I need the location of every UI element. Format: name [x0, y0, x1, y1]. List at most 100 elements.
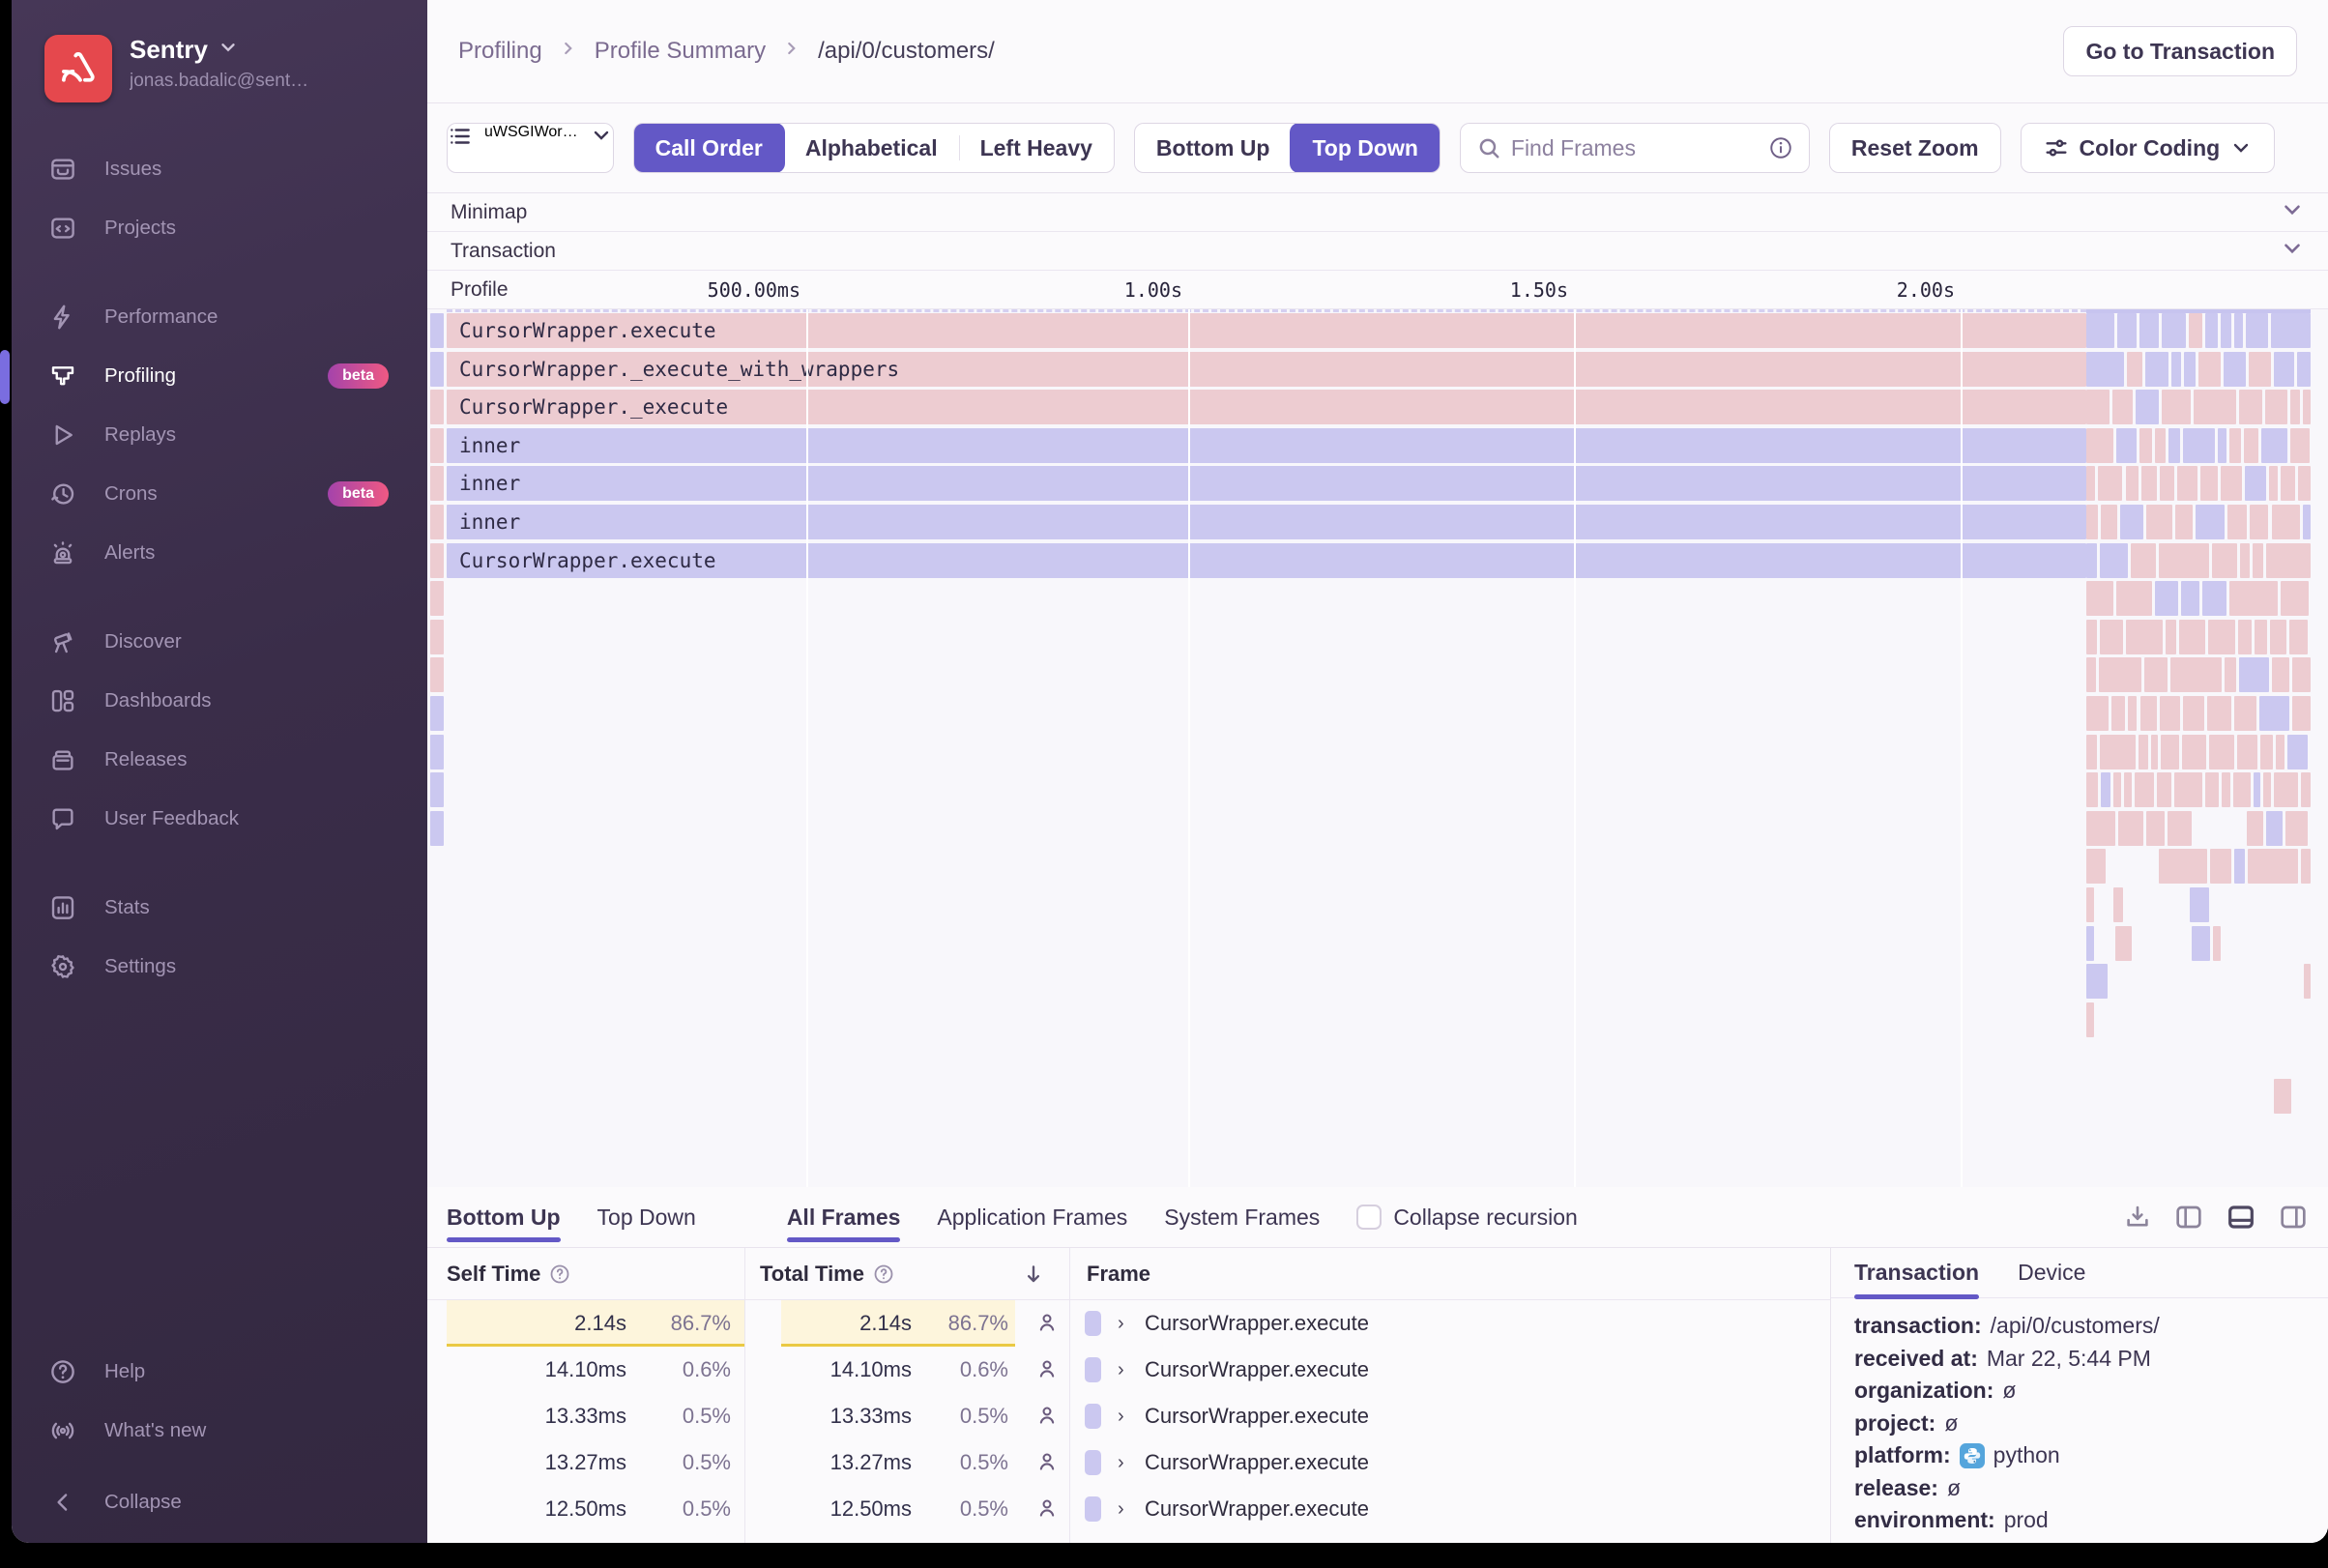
sidebar-item-alerts[interactable]: Alerts	[12, 523, 427, 582]
flame-bar[interactable]	[2245, 313, 2269, 348]
flame-bar[interactable]	[2126, 619, 2164, 654]
flamegraph-canvas[interactable]: CursorWrapper.execute CursorWrapper._exec…	[427, 309, 2328, 1187]
flame-bar[interactable]	[430, 427, 444, 463]
direction-option-top-down[interactable]: Top Down	[1290, 124, 1440, 172]
flame-bar[interactable]	[2086, 925, 2095, 961]
flame-bar[interactable]	[2234, 313, 2243, 348]
flame-bar[interactable]	[2284, 810, 2308, 846]
sidebar-item-crons[interactable]: Crons beta	[12, 464, 427, 523]
flame-bar[interactable]	[2175, 505, 2194, 539]
flame-bar[interactable]	[2302, 390, 2311, 425]
expand-chevron-icon[interactable]: ›	[1118, 1406, 1124, 1427]
flame-bar[interactable]	[2127, 351, 2143, 387]
flame-bar[interactable]	[430, 696, 444, 731]
flame-bar[interactable]	[2144, 657, 2168, 693]
flame-bar[interactable]	[2145, 810, 2165, 846]
flame-bar[interactable]	[2179, 619, 2205, 654]
frame-table-row[interactable]: 13.27ms 0.5% 13.27ms 0.5% › CursorWrappe…	[427, 1439, 1830, 1486]
tab-all-frames[interactable]: All Frames	[786, 1187, 900, 1247]
sort-option-alphabetical[interactable]: Alphabetical	[804, 134, 938, 160]
flame-bar[interactable]	[2209, 849, 2232, 885]
flame-bar[interactable]	[2301, 849, 2311, 885]
flame-bar[interactable]	[2134, 772, 2154, 808]
self-time-header[interactable]: Self Time	[447, 1248, 571, 1300]
flame-bar[interactable]	[2098, 657, 2142, 693]
flame-bar[interactable]	[2086, 772, 2098, 808]
flame-bar[interactable]	[2100, 772, 2111, 808]
flame-bar[interactable]	[2086, 887, 2094, 922]
flame-bar[interactable]	[2154, 427, 2167, 463]
flame-bar[interactable]	[2117, 313, 2137, 348]
flame-bar[interactable]	[430, 657, 444, 693]
tab-bottom-up[interactable]: Bottom Up	[447, 1187, 561, 1247]
flame-bar[interactable]	[2248, 351, 2271, 387]
sidebar-item-replays[interactable]: Replays	[12, 405, 427, 464]
flame-bar[interactable]	[2119, 505, 2144, 539]
flame-bar[interactable]	[2115, 925, 2132, 961]
flame-frame[interactable]: inner	[447, 427, 2086, 463]
sidebar-item-settings[interactable]: Settings	[12, 937, 427, 996]
flame-bar[interactable]	[2304, 964, 2311, 1000]
flame-bar[interactable]	[2297, 466, 2311, 502]
flame-bar[interactable]	[2097, 466, 2123, 502]
flame-bar[interactable]	[2189, 887, 2210, 922]
flame-bar[interactable]	[2086, 734, 2098, 769]
flame-bar[interactable]	[2100, 734, 2137, 769]
flame-bar[interactable]	[2245, 466, 2266, 502]
minimap-section-header[interactable]: Minimap	[427, 193, 2328, 232]
flame-bar[interactable]	[2183, 696, 2204, 731]
flame-bar[interactable]	[2259, 696, 2290, 731]
flame-bar[interactable]	[2254, 619, 2267, 654]
flame-bar[interactable]	[2086, 427, 2113, 463]
flame-bar[interactable]	[2130, 542, 2156, 578]
flame-frame[interactable]: CursorWrapper.execute	[447, 542, 2086, 578]
flame-bar[interactable]	[2100, 619, 2124, 654]
sidebar-item-user-feedback[interactable]: User Feedback	[12, 789, 427, 848]
frame-table-row[interactable]: 2.14s 86.7% 2.14s 86.7% › CursorWrapper.…	[427, 1300, 1830, 1347]
flame-bar[interactable]	[2224, 351, 2246, 387]
flame-bar[interactable]	[2189, 313, 2203, 348]
flame-bar[interactable]	[2212, 925, 2221, 961]
frame-table-row[interactable]: 11.50ms 0.5% 11.50ms 0.5% › recv_into	[427, 1532, 1830, 1543]
flame-bar[interactable]	[2212, 542, 2238, 578]
flame-bar[interactable]	[2160, 696, 2181, 731]
flame-bar[interactable]	[430, 734, 444, 769]
flame-bar[interactable]	[2086, 505, 2099, 539]
flame-bar[interactable]	[2113, 887, 2123, 922]
flame-bar[interactable]	[2123, 772, 2132, 808]
flame-bar[interactable]	[2234, 696, 2257, 731]
flame-bar[interactable]	[2181, 734, 2207, 769]
sidebar-item-discover[interactable]: Discover	[12, 612, 427, 671]
flame-bar[interactable]	[2246, 810, 2263, 846]
flame-bar[interactable]	[2162, 390, 2191, 425]
flame-bar[interactable]	[2160, 466, 2175, 502]
flame-bar[interactable]	[2158, 542, 2210, 578]
flame-bar[interactable]	[2166, 619, 2177, 654]
color-coding-button[interactable]: Color Coding	[2020, 123, 2276, 173]
flame-bar[interactable]	[2252, 542, 2263, 578]
flame-bar[interactable]	[2220, 466, 2243, 502]
flame-bar[interactable]	[2205, 772, 2220, 808]
flame-bar[interactable]	[2271, 505, 2300, 539]
flame-bar[interactable]	[2116, 581, 2153, 617]
flame-bar[interactable]	[2238, 390, 2263, 425]
details-tab-device[interactable]: Device	[2018, 1260, 2086, 1285]
flame-bar[interactable]	[2271, 313, 2311, 348]
transaction-section-header[interactable]: Transaction	[427, 232, 2328, 271]
flame-bar[interactable]	[2289, 390, 2300, 425]
flame-bar[interactable]	[2182, 427, 2215, 463]
flame-bar[interactable]	[430, 466, 444, 502]
flame-bar[interactable]	[2139, 427, 2152, 463]
flame-bar[interactable]	[2265, 390, 2287, 425]
sort-option-left-heavy[interactable]: Left Heavy	[958, 124, 1114, 172]
flame-bar[interactable]	[2117, 810, 2143, 846]
sidebar-item-performance[interactable]: Performance	[12, 287, 427, 346]
flame-bar[interactable]	[2086, 657, 2096, 693]
flame-bar[interactable]	[2288, 619, 2309, 654]
flame-bar[interactable]	[2253, 772, 2261, 808]
flame-bar[interactable]	[2159, 849, 2207, 885]
flame-bar[interactable]	[430, 619, 444, 654]
flame-bar[interactable]	[2145, 351, 2168, 387]
flame-bar[interactable]	[2281, 466, 2295, 502]
flame-bar[interactable]	[430, 313, 444, 348]
